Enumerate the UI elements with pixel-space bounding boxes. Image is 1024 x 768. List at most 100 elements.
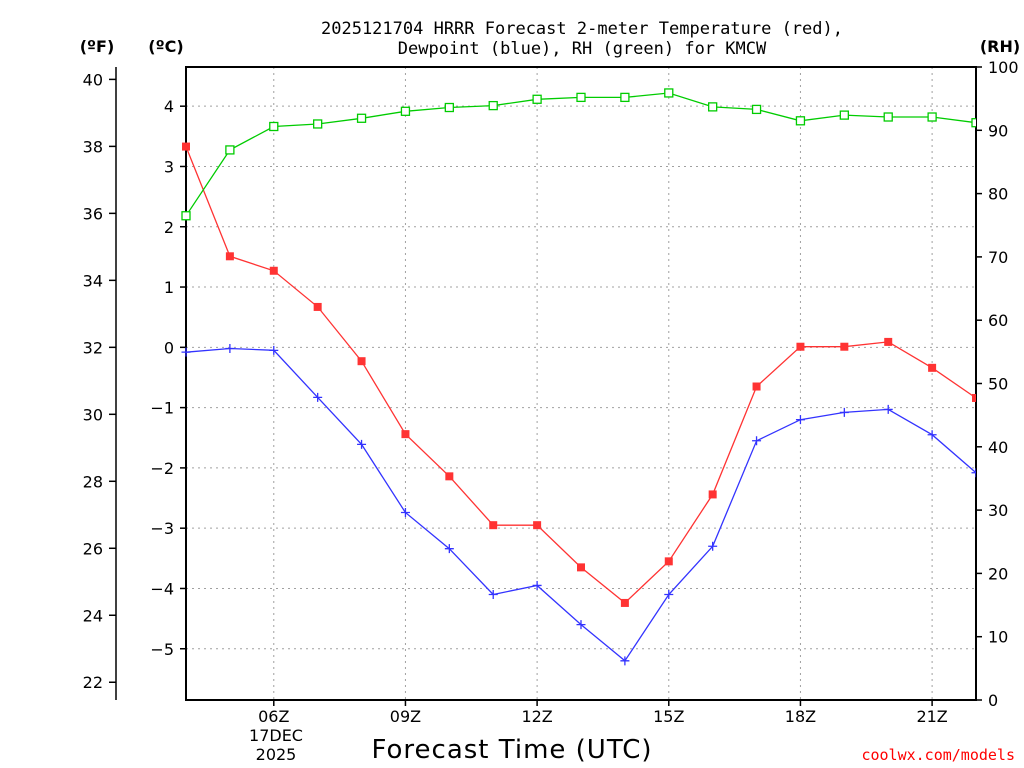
- relative-humidity-point: [400, 106, 411, 116]
- temperature-series: [182, 142, 976, 607]
- credit-text: coolwx.com/models: [861, 746, 1015, 764]
- relative-humidity-point: [839, 110, 849, 120]
- celsius-tick-label: 2: [164, 218, 174, 237]
- temperature-point: [708, 490, 717, 499]
- rh-tick-label: 50: [988, 375, 1008, 394]
- temperature-point: [577, 563, 585, 572]
- unit-label-fahrenheit: (ºF): [80, 37, 115, 56]
- dewpoint-point: [444, 544, 454, 554]
- temperature-point: [357, 357, 366, 366]
- relative-humidity-point: [532, 94, 542, 104]
- unit-label-celsius: (ºC): [148, 37, 183, 56]
- temperature-line: [185, 146, 976, 604]
- fahrenheit-tick-label: 26: [83, 539, 103, 558]
- dewpoint-point: [357, 439, 367, 449]
- relative-humidity-point: [664, 88, 674, 98]
- rh-tick-label: 20: [988, 564, 1008, 583]
- fahrenheit-tick-label: 40: [83, 70, 103, 89]
- rh-tick-label: 30: [988, 501, 1008, 520]
- rh-tick-label: 90: [988, 121, 1008, 140]
- relative-humidity-point: [927, 112, 937, 122]
- dewpoint-line: [185, 347, 976, 662]
- dewpoint-point: [927, 430, 937, 440]
- rh-tick-label: 80: [988, 185, 1008, 204]
- celsius-tick-label: 1: [164, 278, 174, 297]
- date-label-year: 2025: [256, 745, 297, 764]
- dewpoint-point: [269, 345, 279, 355]
- celsius-axis-ticks: 4 3 2 1 0 −1 −2 −3 −4 −5: [150, 97, 186, 659]
- relative-humidity-point: [751, 104, 762, 115]
- x-axis-ticks: 06Z 09Z 12Z 15Z 18Z 21Z: [258, 700, 948, 726]
- temperature-point: [445, 472, 454, 481]
- temperature-point: [489, 521, 498, 530]
- dewpoint-point: [664, 590, 674, 599]
- celsius-tick-label: −5: [150, 640, 174, 659]
- fahrenheit-tick-label: 36: [83, 204, 103, 223]
- x-tick-label: 21Z: [916, 707, 947, 726]
- fahrenheit-axis-ticks: 40 38 36 34 32 30 28 26 24 22: [83, 70, 116, 692]
- rh-tick-label: 100: [988, 58, 1019, 77]
- x-tick-label: 15Z: [653, 707, 684, 726]
- temperature-point: [401, 430, 410, 439]
- relative-humidity-point: [181, 211, 191, 221]
- relative-humidity-point: [883, 112, 893, 122]
- dewpoint-point: [532, 580, 542, 590]
- rh-tick-label: 60: [988, 311, 1008, 330]
- relative-humidity-point: [708, 102, 718, 112]
- rh-tick-label: 0: [988, 691, 998, 710]
- relative-humidity-point: [971, 118, 976, 128]
- relative-humidity-line: [185, 92, 976, 217]
- relative-humidity-point: [269, 121, 279, 132]
- fahrenheit-tick-label: 38: [83, 137, 103, 156]
- dewpoint-point: [400, 508, 410, 518]
- temperature-point: [313, 302, 322, 311]
- dewpoint-point: [488, 590, 498, 599]
- relative-humidity-point: [313, 119, 323, 129]
- celsius-tick-label: 3: [164, 157, 174, 176]
- temperature-point: [796, 342, 805, 351]
- relative-humidity-point: [444, 102, 454, 113]
- celsius-tick-label: −1: [150, 399, 174, 418]
- celsius-tick-label: 4: [164, 97, 174, 116]
- date-label-day: 17DEC: [249, 726, 303, 745]
- relative-humidity-point: [356, 113, 367, 123]
- dewpoint-point: [620, 656, 630, 666]
- relative-humidity-series: [181, 88, 976, 221]
- relative-humidity-point: [576, 92, 586, 103]
- temperature-point: [884, 337, 893, 346]
- chart-title-line2: Dewpoint (blue), RH (green) for KMCW: [398, 39, 767, 59]
- fahrenheit-tick-label: 28: [83, 472, 103, 491]
- celsius-tick-label: −3: [150, 519, 174, 538]
- temperature-point: [269, 266, 278, 275]
- relative-humidity-point: [795, 116, 806, 126]
- relative-humidity-point: [488, 100, 498, 111]
- unit-label-rh: (RH): [980, 37, 1020, 56]
- temperature-point: [664, 557, 673, 566]
- chart-title-line1: 2025121704 HRRR Forecast 2-meter Tempera…: [321, 19, 843, 39]
- rh-tick-label: 10: [988, 628, 1008, 647]
- dewpoint-point: [576, 620, 586, 630]
- temperature-point: [533, 521, 542, 530]
- relative-humidity-point: [225, 145, 235, 155]
- fahrenheit-tick-label: 34: [83, 271, 103, 290]
- fahrenheit-tick-label: 30: [83, 405, 103, 424]
- dewpoint-point: [752, 436, 762, 446]
- celsius-tick-label: −2: [150, 459, 174, 478]
- rh-tick-label: 40: [988, 438, 1008, 457]
- rh-tick-label: 70: [988, 248, 1008, 267]
- x-axis-title: Forecast Time (UTC): [371, 735, 652, 765]
- dewpoint-point: [313, 392, 323, 402]
- dewpoint-point: [708, 541, 718, 551]
- temperature-point: [752, 382, 761, 391]
- relative-humidity-point: [620, 92, 630, 103]
- x-tick-label: 09Z: [390, 707, 421, 726]
- temperature-point: [225, 252, 234, 261]
- x-tick-label: 12Z: [521, 707, 552, 726]
- temperature-point: [620, 598, 629, 607]
- x-tick-label: 18Z: [785, 707, 816, 726]
- temperature-point: [928, 363, 937, 372]
- dewpoint-point: [883, 404, 893, 414]
- fahrenheit-tick-label: 22: [83, 673, 103, 692]
- fahrenheit-tick-label: 24: [83, 606, 103, 625]
